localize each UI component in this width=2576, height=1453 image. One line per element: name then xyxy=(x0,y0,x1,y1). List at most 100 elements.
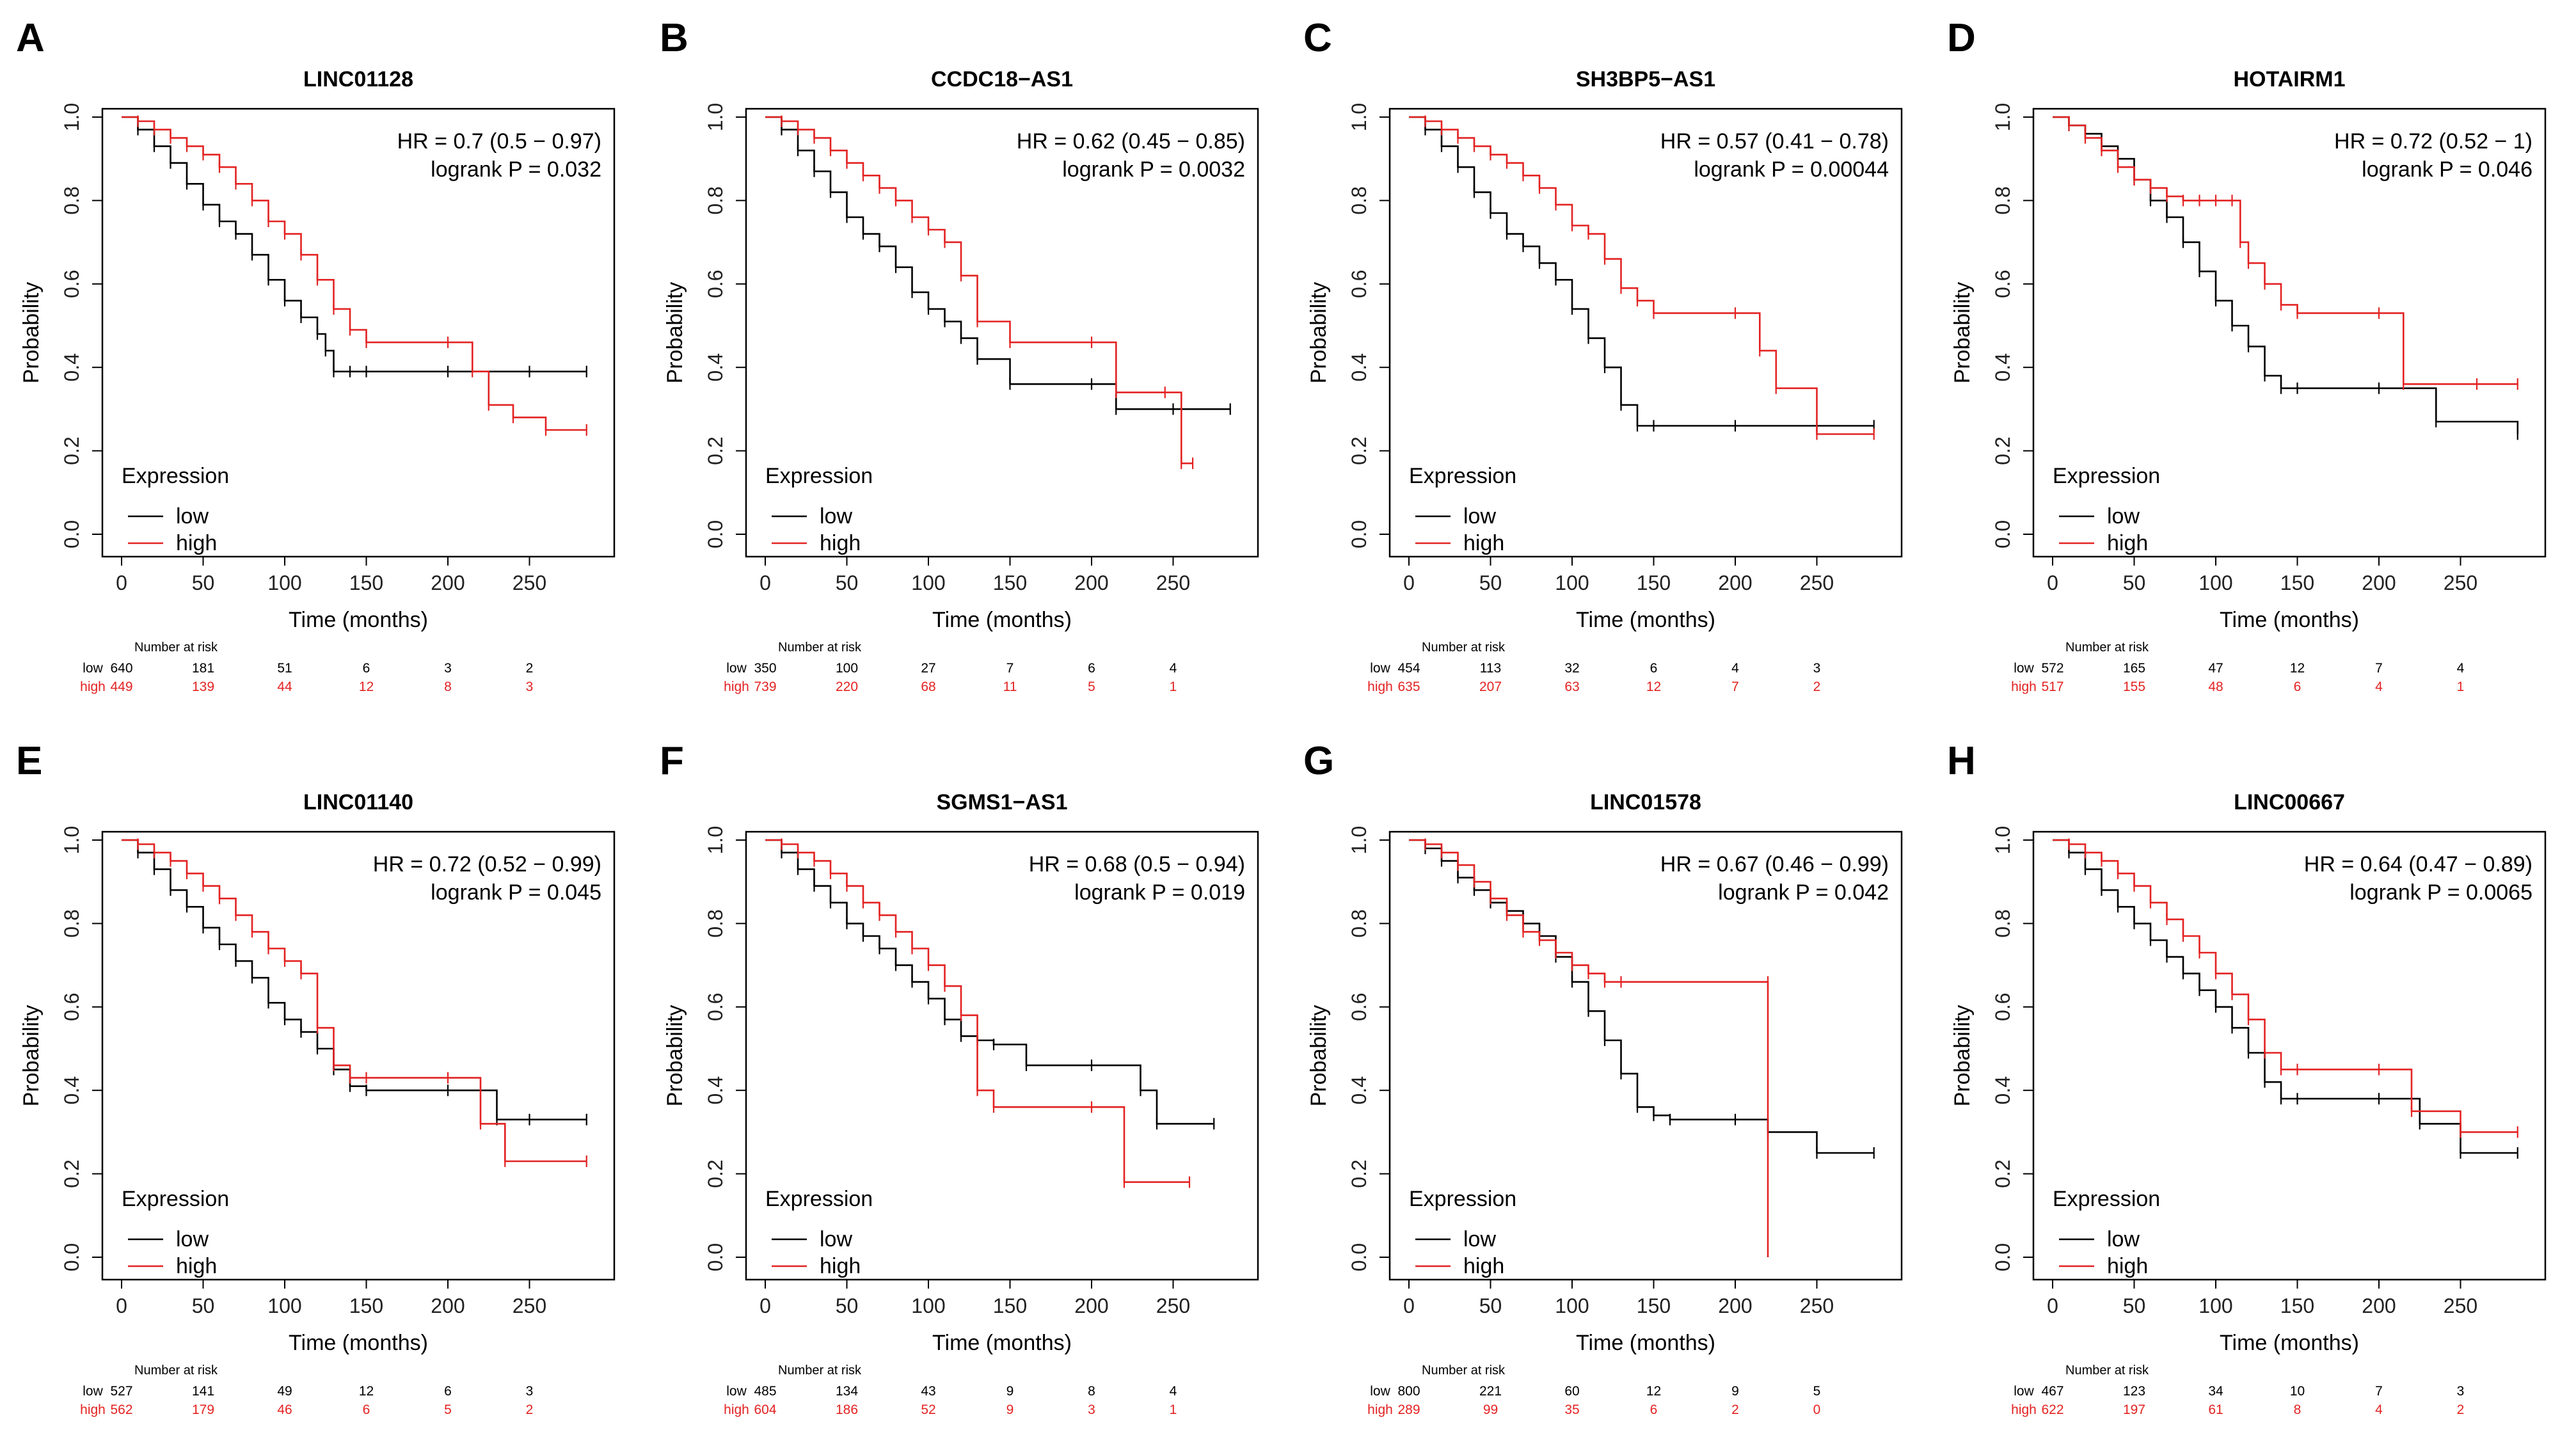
risk-count-low: 7 xyxy=(1006,661,1014,676)
plot-frame xyxy=(1388,107,1903,558)
y-tick-label: 0.2 xyxy=(60,436,83,464)
risk-count-high: 44 xyxy=(277,679,292,694)
risk-row-label-high: high xyxy=(80,679,106,694)
risk-count-low: 49 xyxy=(277,1384,292,1399)
x-tick-label: 0 xyxy=(2047,571,2058,594)
legend-label-low: low xyxy=(176,1227,209,1251)
y-tick-label: 0.6 xyxy=(704,270,727,298)
x-tick-label: 50 xyxy=(2123,571,2146,594)
risk-count-high: 48 xyxy=(2208,679,2223,694)
y-tick-label: 0.6 xyxy=(704,993,727,1021)
survival-curve-high xyxy=(1409,116,1874,435)
x-tick-label: 0 xyxy=(1403,571,1415,594)
risk-table-heading: Number at risk xyxy=(134,640,218,655)
risk-count-high: 68 xyxy=(921,679,935,694)
legend-label-high: high xyxy=(2107,1254,2148,1278)
y-tick-label: 1.0 xyxy=(60,103,83,131)
risk-count-high: 197 xyxy=(2123,1402,2145,1417)
km-panel-c: C SH3BP5−AS1 0.0 0.2 0.4 0.6 0.8 1.0 Probability… xyxy=(1303,16,1903,694)
x-axis-label: Time (months) xyxy=(1576,1331,1715,1355)
x-tick-label: 200 xyxy=(1074,571,1108,594)
risk-count-high: 3 xyxy=(526,679,534,694)
risk-count-high: 11 xyxy=(1003,679,1017,694)
x-tick-label: 100 xyxy=(911,1294,945,1317)
risk-count-high: 2 xyxy=(2457,1402,2465,1417)
risk-count-low: 32 xyxy=(1564,661,1579,676)
y-axis-label: Probability xyxy=(19,282,44,384)
risk-count-low: 4 xyxy=(1731,661,1739,676)
risk-row-label-high: high xyxy=(1367,679,1393,694)
risk-count-low: 60 xyxy=(1564,1384,1579,1399)
risk-row-label-low: low xyxy=(1370,1384,1390,1399)
risk-count-high: 220 xyxy=(836,679,858,694)
risk-table-heading: Number at risk xyxy=(2065,1363,2149,1378)
y-tick-label: 0.2 xyxy=(60,1159,83,1187)
x-tick-label: 50 xyxy=(836,571,859,594)
risk-row-label-low: low xyxy=(726,1384,747,1399)
risk-count-high: 9 xyxy=(1006,1402,1014,1417)
legend-label-high: high xyxy=(176,531,217,555)
chart-title: LINC01140 xyxy=(303,790,413,814)
y-tick-label: 0.0 xyxy=(704,1243,727,1271)
risk-count-low: 454 xyxy=(1397,661,1420,676)
x-tick-label: 250 xyxy=(1800,1294,1834,1317)
x-tick-label: 100 xyxy=(1555,571,1589,594)
x-tick-label: 250 xyxy=(513,571,546,594)
risk-count-low: 123 xyxy=(2123,1384,2145,1399)
risk-count-low: 4 xyxy=(2457,661,2465,676)
y-tick-label: 0.2 xyxy=(1991,436,2014,464)
x-tick-label: 100 xyxy=(267,1294,301,1317)
risk-count-high: 3 xyxy=(1088,1402,1095,1417)
risk-count-low: 27 xyxy=(921,661,935,676)
y-tick-label: 0.0 xyxy=(1991,520,2014,548)
risk-count-high: 4 xyxy=(2375,1402,2383,1417)
risk-count-low: 100 xyxy=(836,661,858,676)
y-tick-label: 0.8 xyxy=(60,186,83,214)
risk-count-low: 9 xyxy=(1731,1384,1739,1399)
x-tick-label: 200 xyxy=(1074,1294,1108,1317)
risk-count-low: 3 xyxy=(2457,1384,2465,1399)
y-tick-label: 0.8 xyxy=(1991,909,2014,937)
x-axis-label: Time (months) xyxy=(289,608,428,632)
risk-count-low: 134 xyxy=(836,1384,858,1399)
risk-table-heading: Number at risk xyxy=(2065,640,2149,655)
y-tick-label: 0.4 xyxy=(1991,1076,2014,1104)
x-tick-label: 0 xyxy=(2047,1294,2058,1317)
risk-count-low: 800 xyxy=(1397,1384,1420,1399)
y-axis-label: Probability xyxy=(1950,1005,1975,1107)
chart-title: LINC01578 xyxy=(1590,790,1701,814)
x-tick-label: 250 xyxy=(2444,1294,2477,1317)
risk-count-high: 7 xyxy=(1731,679,1739,694)
risk-count-low: 572 xyxy=(2041,661,2063,676)
legend-label-high: high xyxy=(820,1254,861,1278)
risk-count-high: 739 xyxy=(754,679,776,694)
logrank-annotation: logrank P = 0.00044 xyxy=(1694,157,1889,182)
x-tick-label: 150 xyxy=(1637,1294,1671,1317)
hr-annotation: HR = 0.68 (0.5 − 0.94) xyxy=(1029,852,1245,877)
risk-count-low: 640 xyxy=(110,661,132,676)
hr-annotation: HR = 0.57 (0.41 − 0.78) xyxy=(1660,129,1889,154)
risk-count-low: 485 xyxy=(754,1384,776,1399)
legend-title: Expression xyxy=(2053,1187,2160,1211)
y-tick-label: 0.0 xyxy=(60,1243,83,1271)
plot-frame xyxy=(101,107,616,558)
risk-count-high: 1 xyxy=(1170,679,1177,694)
km-panel-a: A LINC01128 0.0 0.2 0.4 0.6 0.8 1.0 Probability 0… xyxy=(16,16,616,694)
legend-label-low: low xyxy=(1463,504,1496,528)
y-tick-label: 0.6 xyxy=(1348,993,1371,1021)
risk-row-label-high: high xyxy=(2011,679,2037,694)
risk-count-low: 3 xyxy=(1813,661,1821,676)
y-tick-label: 0.2 xyxy=(704,436,727,464)
panel-letter: D xyxy=(1947,16,1976,60)
risk-count-low: 5 xyxy=(1813,1384,1821,1399)
risk-count-high: 52 xyxy=(921,1402,935,1417)
x-axis-label: Time (months) xyxy=(932,608,1072,632)
risk-count-low: 47 xyxy=(2208,661,2223,676)
risk-count-low: 6 xyxy=(1650,661,1658,676)
risk-count-high: 1 xyxy=(2457,679,2465,694)
risk-count-low: 467 xyxy=(2041,1384,2063,1399)
chart-title: LINC01128 xyxy=(303,67,413,91)
panel-letter: H xyxy=(1947,739,1976,783)
y-tick-label: 0.0 xyxy=(1348,520,1371,548)
panel-letter: B xyxy=(660,16,688,60)
